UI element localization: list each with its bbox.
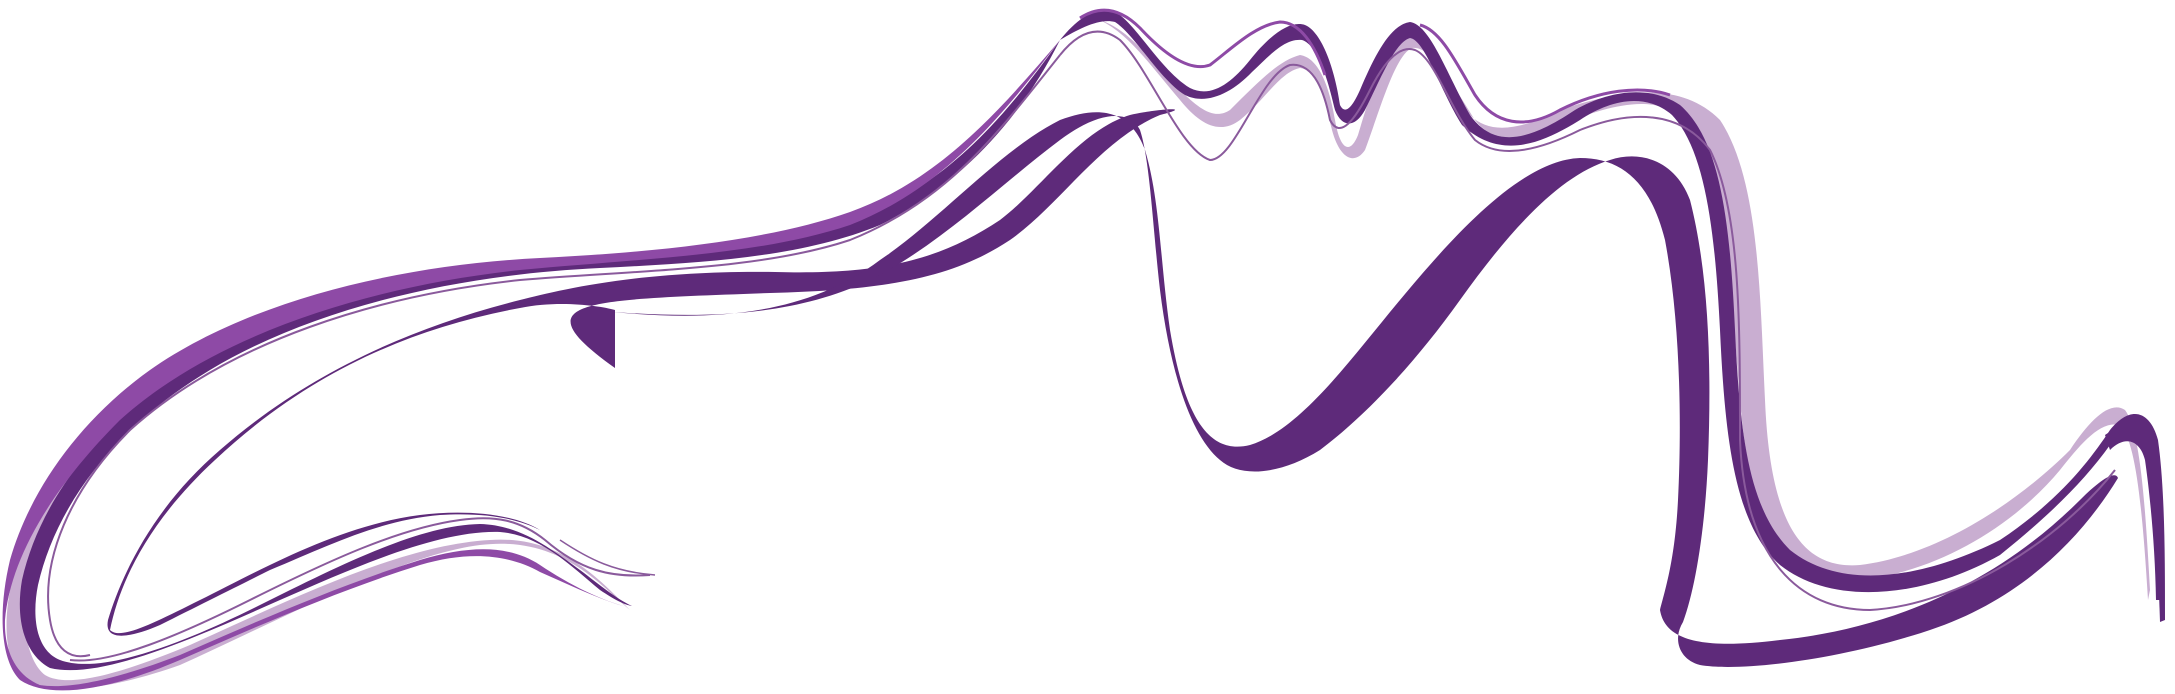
deep-purple-right-tail (2105, 426, 2160, 600)
deep-purple-crest-ribbon (1060, 9, 2165, 623)
thin-outline-crest (1059, 30, 2116, 612)
deep-purple-m-ribbon (612, 112, 2118, 667)
thin-outline-upper (47, 54, 1061, 658)
deep-purple-left-sweep (19, 40, 1061, 671)
thin-outline-lower (69, 517, 651, 662)
medium-purple-outer-contour (2, 40, 1060, 691)
lavender-ribbon-band (1100, 20, 2150, 600)
thin-outline-lower-2 (559, 539, 656, 576)
medium-purple-crest-edge (1079, 8, 1671, 124)
deep-purple-main-ribbon (107, 109, 1176, 636)
